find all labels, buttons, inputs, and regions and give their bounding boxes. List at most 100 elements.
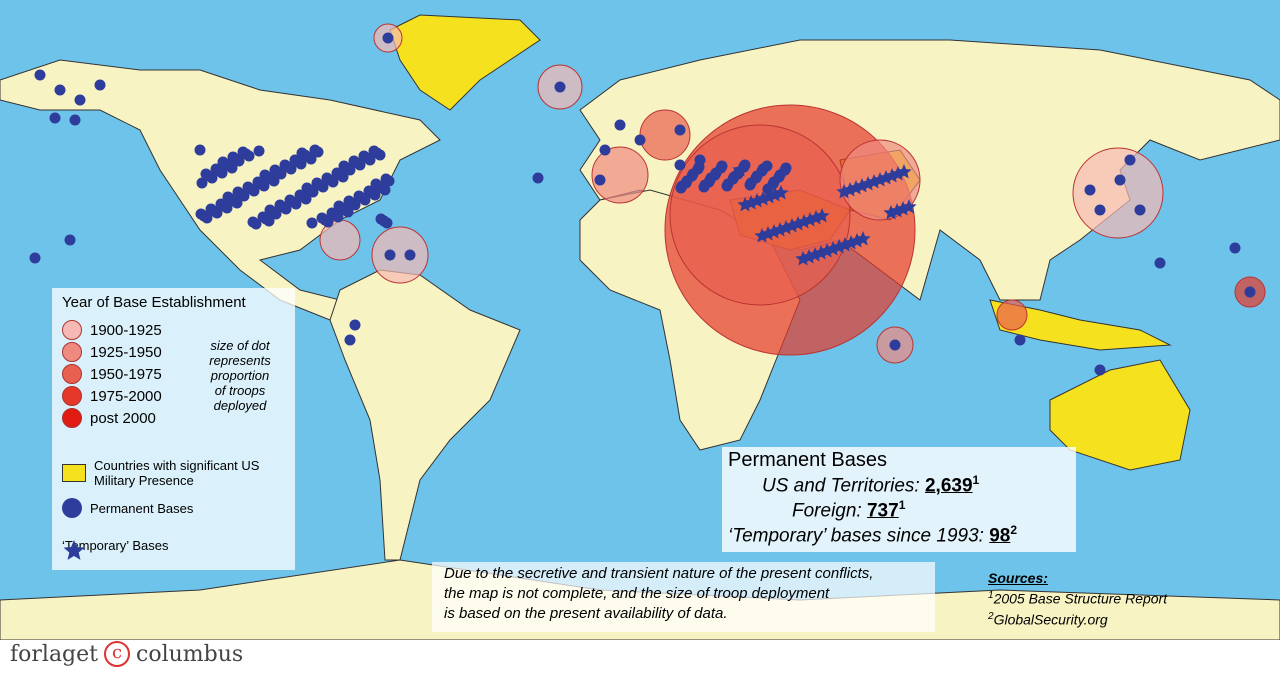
year-swatch — [62, 386, 82, 406]
base-dot — [49, 112, 61, 124]
base-dot — [252, 176, 264, 188]
stats-row: Foreign: 7371 — [792, 498, 905, 522]
year-swatch — [62, 364, 82, 384]
north-america — [0, 59, 441, 321]
size-note-line: represents — [209, 353, 271, 368]
stats-label: Foreign: — [792, 500, 862, 522]
base-dot — [716, 160, 728, 172]
item-swatch — [62, 464, 86, 482]
base-dot — [532, 172, 544, 184]
stats-note: 1 — [972, 473, 980, 487]
base-dot — [594, 174, 606, 186]
base-dot — [333, 200, 345, 212]
legend-year: 1950-1975 — [62, 364, 162, 384]
base-dot — [368, 145, 380, 157]
base-dot — [382, 32, 394, 44]
base-dot — [196, 177, 208, 189]
base-dot — [380, 173, 392, 185]
disclaimer-line: the map is not complete, and the size of… — [444, 585, 830, 602]
base-dot — [237, 146, 249, 158]
item-label: Permanent Bases — [90, 500, 194, 516]
item-label: ‘Temporary’ Bases — [62, 538, 169, 553]
base-dot — [195, 208, 207, 220]
base-dot — [311, 177, 323, 189]
base-dot — [316, 212, 328, 224]
south-america — [329, 269, 521, 561]
base-dot — [54, 84, 66, 96]
footer-logo: forlaget c columbus — [10, 641, 243, 667]
footer-bg — [0, 640, 1280, 675]
base-dot — [200, 168, 212, 180]
year-label: 1975-2000 — [90, 387, 162, 405]
year-swatch — [62, 320, 82, 340]
legend: Year of Base Establishment 1900-1925 1925… — [52, 288, 295, 570]
base-dot — [384, 249, 396, 261]
base-dot — [349, 319, 361, 331]
base-dot — [227, 151, 239, 163]
base-dot — [29, 252, 41, 264]
base-dot — [693, 161, 705, 173]
base-dot — [375, 213, 387, 225]
base-dot — [1114, 174, 1126, 186]
base-dot — [274, 199, 286, 211]
base-dot — [353, 190, 365, 202]
base-dot — [889, 339, 901, 351]
base-dot — [69, 114, 81, 126]
base-dot — [554, 81, 566, 93]
disclaimer-line: Due to the secretive and transient natur… — [444, 565, 874, 582]
base-dot — [370, 178, 382, 190]
stats-value: 2,639 — [924, 475, 973, 497]
temp-base-star — [754, 228, 770, 243]
base-dot — [242, 181, 254, 193]
source-text: 2005 Base Structure Report — [993, 590, 1168, 607]
legend-title: Year of Base Establishment — [62, 294, 246, 311]
base-dot — [215, 198, 227, 210]
size-note-line: deployed — [213, 398, 267, 413]
base-dot — [253, 145, 265, 157]
base-dot — [301, 182, 313, 194]
troop-circle — [639, 109, 691, 161]
base-dot — [194, 144, 206, 156]
stats-label: ‘Temporary’ bases since 1993: — [728, 525, 984, 547]
brand-left: forlaget — [10, 641, 98, 667]
base-dot — [257, 211, 269, 223]
temp-base-star — [732, 162, 748, 177]
year-swatch — [62, 408, 82, 428]
base-dot — [232, 186, 244, 198]
base-dot — [1134, 204, 1146, 216]
base-dot — [1124, 154, 1136, 166]
base-dot — [94, 79, 106, 91]
size-note-line: of troops — [214, 383, 266, 398]
base-dot — [674, 159, 686, 171]
base-dot — [757, 163, 769, 175]
star — [63, 540, 85, 560]
disclaimer-line: is based on the present availability of … — [444, 605, 728, 622]
year-label: 1900-1925 — [90, 321, 162, 339]
temp-base-star — [883, 205, 899, 220]
base-dot — [326, 207, 338, 219]
base-dot — [74, 94, 86, 106]
disclaimer-text: Due to the secretive and transient natur… — [444, 564, 873, 624]
base-dot — [284, 194, 296, 206]
stats-note: 2 — [1010, 523, 1018, 537]
stats: Permanent Bases US and Territories: 2,63… — [722, 447, 1076, 552]
base-dot — [780, 162, 792, 174]
base-dot — [404, 249, 416, 261]
base-dot — [363, 185, 375, 197]
year-label: 1950-1975 — [90, 365, 162, 383]
troop-circle — [591, 146, 649, 204]
base-dot — [599, 144, 611, 156]
sources: Sources: 12005 Base Structure Report 2Glo… — [988, 570, 1167, 628]
temp-base-star — [795, 251, 811, 266]
base-dot — [674, 124, 686, 136]
base-dot — [705, 172, 717, 184]
troop-circle — [371, 226, 429, 284]
legend-year: 1975-2000 — [62, 386, 162, 406]
year-label: 1925-1950 — [90, 343, 162, 361]
base-dot — [289, 154, 301, 166]
base-dot — [222, 191, 234, 203]
base-dot — [259, 169, 271, 181]
troop-circle — [996, 299, 1028, 331]
legend-item: ‘Temporary’ Bases — [62, 538, 282, 560]
